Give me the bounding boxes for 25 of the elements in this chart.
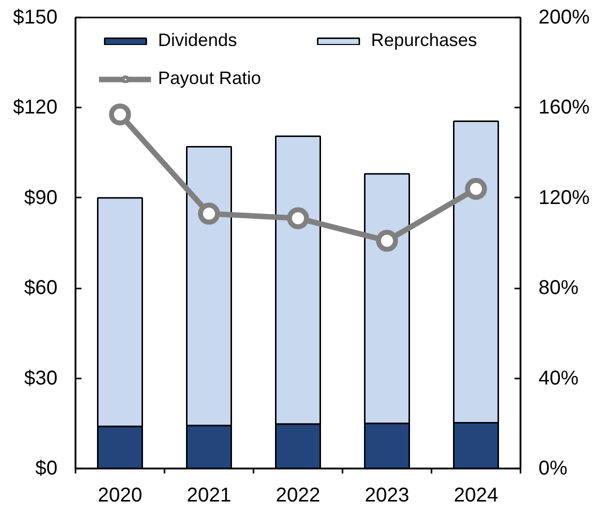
x-tick-label: 2023 [364,484,410,505]
y-tick-label: $30 [24,367,58,390]
point [287,207,309,230]
y-tick-label: $120 [13,96,58,119]
y2-tick-label: 0% [538,458,568,480]
legend-label: Repurchases [371,30,478,51]
y2-tick-label: 80% [538,277,579,300]
y2-tick-label: 40% [538,367,579,390]
x-tick-label: 2022 [276,484,320,505]
x-tick-label: 2024 [454,484,498,505]
y2-tick-label: 160% [538,96,590,119]
point [198,202,220,225]
y-tick-label: $0 [35,458,58,480]
x-tick-label: 2020 [98,484,142,505]
y2-tick-label: 120% [538,186,590,209]
y-tick-label: $60 [24,277,58,300]
x-tick-label: 2021 [186,484,232,505]
legend-label: Dividends [158,30,238,51]
y2-tick-label: 200% [538,6,590,28]
point [109,103,131,126]
point [376,230,398,252]
y-tick-label: $90 [24,186,58,209]
y-tick-label: $150 [13,6,58,28]
point [465,178,487,200]
legend-label: Payout Ratio [158,68,262,89]
